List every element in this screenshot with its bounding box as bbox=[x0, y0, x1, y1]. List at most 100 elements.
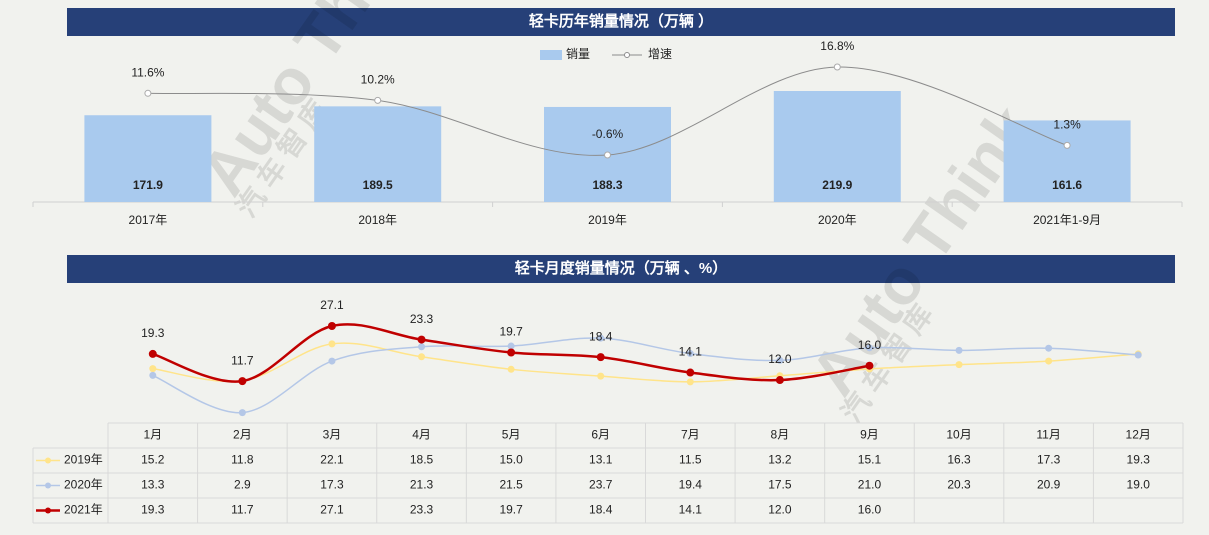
point bbox=[865, 344, 873, 352]
point bbox=[507, 342, 515, 350]
point bbox=[686, 378, 694, 386]
data-label: 23.3 bbox=[410, 312, 434, 326]
x-tick-label: 2021年1-9月 bbox=[1033, 213, 1101, 227]
data-label: 19.3 bbox=[141, 326, 165, 340]
x-tick-label: 2018年 bbox=[358, 213, 397, 227]
table-cell: 16.3 bbox=[947, 453, 971, 467]
bar bbox=[773, 91, 901, 202]
table-cell: 13.1 bbox=[589, 453, 613, 467]
title-bar bbox=[67, 8, 1175, 36]
point bbox=[327, 322, 336, 330]
growth-label: -0.6% bbox=[592, 127, 624, 141]
data-label: 18.4 bbox=[589, 329, 613, 343]
data-label: 27.1 bbox=[320, 298, 344, 312]
table-cell: 19.7 bbox=[499, 503, 523, 517]
series-line bbox=[152, 337, 1139, 414]
table-cell: 11.5 bbox=[679, 453, 702, 467]
point bbox=[418, 353, 426, 361]
point bbox=[149, 365, 157, 373]
point bbox=[418, 343, 426, 351]
table-cell: 17.3 bbox=[320, 478, 344, 492]
x-tick-label: 2017年 bbox=[129, 213, 168, 227]
table-header: 10月 bbox=[946, 428, 971, 442]
table-cell: 21.5 bbox=[499, 478, 523, 492]
table-cell: 23.3 bbox=[410, 503, 434, 517]
data-label: 16.0 bbox=[858, 338, 882, 352]
table-cell: 19.0 bbox=[1127, 478, 1151, 492]
point bbox=[775, 376, 784, 385]
table-cell: 13.2 bbox=[768, 453, 792, 467]
table-cell: 19.4 bbox=[679, 478, 703, 492]
series-line bbox=[152, 342, 1139, 383]
table-header: 1月 bbox=[143, 428, 162, 442]
table-header: 5月 bbox=[502, 428, 521, 442]
legend-label: 2019年 bbox=[64, 453, 103, 467]
legend-marker bbox=[45, 457, 51, 464]
bar-label: 189.5 bbox=[363, 178, 393, 192]
point bbox=[148, 349, 157, 358]
growth-marker bbox=[1063, 141, 1071, 149]
table-cell: 20.3 bbox=[947, 478, 971, 492]
growth-label: 11.6% bbox=[131, 65, 164, 79]
table-cell: 21.3 bbox=[410, 478, 434, 492]
table-cell: 15.2 bbox=[141, 453, 165, 467]
growth-label: 16.8% bbox=[820, 39, 854, 53]
point bbox=[686, 368, 695, 377]
point bbox=[417, 335, 426, 344]
table-cell: 12.0 bbox=[768, 503, 792, 517]
title-bar bbox=[67, 255, 1175, 283]
growth-marker bbox=[374, 96, 382, 104]
bar-label: 171.9 bbox=[133, 178, 163, 192]
growth-marker bbox=[833, 63, 841, 71]
table-cell: 18.4 bbox=[589, 503, 613, 517]
legend-label: 2020年 bbox=[64, 478, 103, 492]
point bbox=[955, 361, 963, 369]
table-header: 4月 bbox=[412, 428, 431, 442]
bar-label: 161.6 bbox=[1052, 178, 1082, 192]
table-header: 7月 bbox=[681, 428, 700, 442]
point bbox=[1134, 351, 1142, 359]
data-label: 14.1 bbox=[679, 345, 703, 359]
table-cell: 23.7 bbox=[589, 478, 613, 492]
legend-label: 销量 bbox=[566, 47, 590, 61]
point bbox=[238, 409, 246, 417]
table-cell: 17.3 bbox=[1037, 453, 1061, 467]
table-cell: 13.3 bbox=[141, 478, 165, 492]
legend-label: 2021年 bbox=[64, 503, 103, 517]
growth-marker bbox=[604, 151, 611, 159]
legend-marker bbox=[45, 507, 51, 514]
bar-label: 188.3 bbox=[592, 178, 622, 192]
table-header: 2月 bbox=[233, 428, 252, 442]
table-cell: 21.0 bbox=[858, 478, 882, 492]
point bbox=[1045, 357, 1053, 365]
bar bbox=[84, 115, 212, 202]
data-label: 19.7 bbox=[499, 325, 523, 339]
point bbox=[328, 340, 336, 348]
point bbox=[865, 361, 874, 370]
growth-label: 10.2% bbox=[361, 73, 395, 87]
legend-swatch bbox=[540, 50, 562, 60]
legend-marker bbox=[624, 52, 630, 58]
table-header: 3月 bbox=[323, 428, 342, 442]
table-cell: 20.9 bbox=[1037, 478, 1061, 492]
point bbox=[149, 371, 157, 379]
table-cell: 11.8 bbox=[231, 453, 254, 467]
growth-label: 1.3% bbox=[1053, 118, 1081, 132]
table-cell: 19.3 bbox=[141, 503, 165, 517]
table-cell: 17.5 bbox=[768, 478, 792, 492]
growth-marker bbox=[144, 89, 152, 97]
table-header: 11月 bbox=[1036, 428, 1060, 442]
table-header: 12月 bbox=[1126, 428, 1151, 442]
table-cell: 14.1 bbox=[679, 503, 703, 517]
table-cell: 27.1 bbox=[320, 503, 344, 517]
x-tick-label: 2019年 bbox=[588, 213, 627, 227]
table-cell: 15.0 bbox=[499, 453, 523, 467]
point bbox=[686, 350, 694, 358]
bar-label: 219.9 bbox=[822, 178, 852, 192]
point bbox=[507, 365, 515, 373]
point bbox=[955, 346, 963, 354]
table-cell: 16.0 bbox=[858, 503, 882, 517]
table-cell: 2.9 bbox=[234, 478, 251, 492]
point bbox=[1045, 344, 1053, 352]
x-tick-label: 2020年 bbox=[818, 213, 857, 227]
